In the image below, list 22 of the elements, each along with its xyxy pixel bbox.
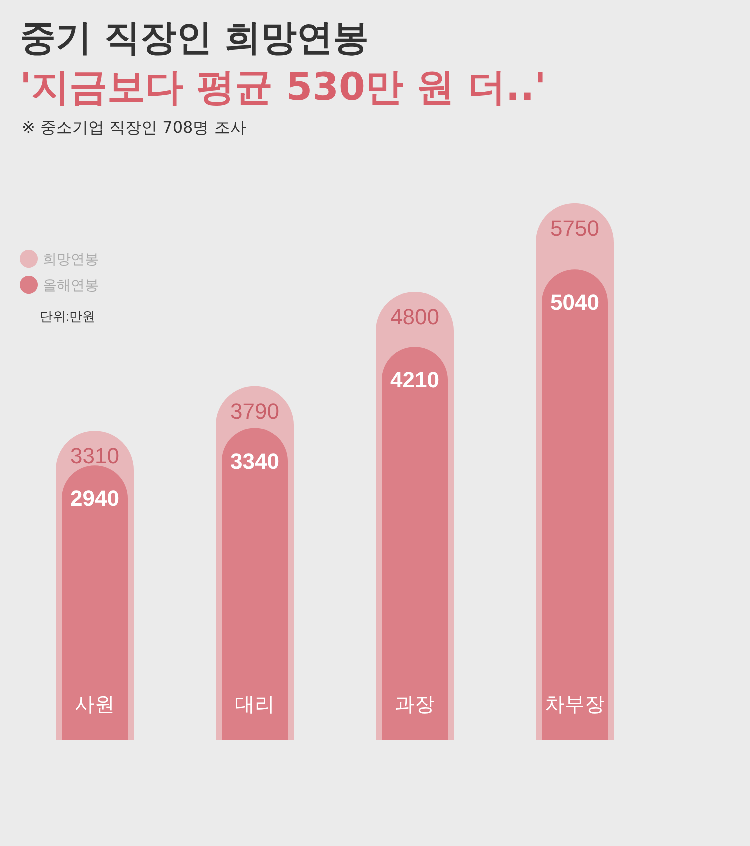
- data-label: 2940: [70, 486, 120, 512]
- data-label: 3310: [70, 444, 120, 469]
- legend-label: 올해연봉: [43, 277, 99, 293]
- bar: [62, 466, 128, 740]
- chart-subtitle: '지금보다 평균 530만 원 더..': [20, 64, 546, 111]
- annotation: 단위:만원: [40, 309, 96, 324]
- bar: [222, 428, 288, 740]
- chart-title: 중기 직장인 희망연봉: [20, 17, 370, 61]
- x-tick-label: 과장: [395, 694, 435, 716]
- data-label: 3340: [230, 448, 280, 474]
- data-label: 4800: [390, 304, 440, 330]
- legend-label: 희망연봉: [43, 251, 99, 267]
- text: ※ 중소기업 직장인 708명 조사: [22, 118, 246, 139]
- data-label: 4210: [390, 368, 440, 393]
- data-label: 5040: [550, 290, 600, 316]
- x-tick-label: 차부장: [545, 694, 605, 716]
- bar: [382, 347, 448, 740]
- x-tick-label: 사원: [75, 694, 115, 716]
- data-label: 5750: [550, 216, 600, 241]
- x-tick-label: 대리: [235, 694, 275, 716]
- data-label: 3790: [230, 398, 280, 424]
- bar: [542, 270, 608, 740]
